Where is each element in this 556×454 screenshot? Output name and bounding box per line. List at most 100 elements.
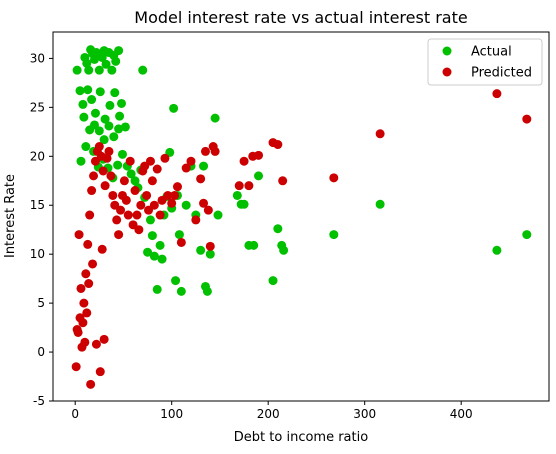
actual-point — [79, 113, 88, 122]
actual-point — [175, 230, 184, 239]
predicted-point — [85, 211, 94, 220]
predicted-point — [82, 308, 91, 317]
actual-point — [81, 142, 90, 151]
x-tick-label: 0 — [71, 407, 79, 421]
actual-point — [522, 230, 531, 239]
predicted-point — [114, 230, 123, 239]
predicted-point — [75, 230, 84, 239]
y-tick-label: 10 — [30, 247, 45, 261]
y-tick-label: 20 — [30, 149, 45, 163]
predicted-point — [156, 211, 165, 220]
actual-point — [177, 287, 186, 296]
predicted-point — [126, 157, 135, 166]
x-tick-label: 200 — [257, 407, 280, 421]
actual-point — [146, 215, 155, 224]
actual-point — [107, 66, 116, 75]
actual-point — [95, 126, 104, 135]
predicted-point — [116, 206, 125, 215]
predicted-point — [78, 318, 87, 327]
x-tick-label: 300 — [353, 407, 376, 421]
actual-point — [182, 201, 191, 210]
x-axis-label: Debt to income ratio — [234, 430, 368, 445]
actual-point — [240, 200, 249, 209]
actual-point — [110, 88, 119, 97]
predicted-point — [254, 151, 263, 160]
predicted-point — [79, 299, 88, 308]
predicted-point — [73, 325, 82, 334]
predicted-point — [95, 142, 104, 151]
actual-point — [153, 285, 162, 294]
actual-point — [91, 109, 100, 118]
predicted-point — [81, 269, 90, 278]
predicted-point — [170, 191, 179, 200]
actual-point — [211, 114, 220, 123]
x-tick-label: 100 — [160, 407, 183, 421]
predicted-point — [100, 335, 109, 344]
predicted-point — [104, 147, 113, 156]
actual-point — [329, 230, 338, 239]
predicted-point — [101, 181, 110, 190]
actual-point — [169, 104, 178, 113]
predicted-point — [522, 115, 531, 124]
predicted-point — [108, 191, 117, 200]
predicted-point — [492, 89, 501, 98]
actual-point — [76, 157, 85, 166]
actual-point — [148, 231, 157, 240]
predicted-point — [112, 215, 121, 224]
predicted-point — [196, 174, 205, 183]
predicted-point — [206, 242, 215, 251]
legend-marker-predicted — [443, 68, 452, 77]
predicted-point — [235, 181, 244, 190]
actual-point — [214, 211, 223, 220]
predicted-point — [132, 211, 141, 220]
predicted-point — [131, 186, 140, 195]
predicted-point — [98, 245, 107, 254]
predicted-point — [273, 140, 282, 149]
predicted-point — [122, 196, 131, 205]
actual-point — [118, 150, 127, 159]
actual-point — [105, 101, 114, 110]
actual-point — [83, 85, 92, 94]
predicted-point — [124, 211, 133, 220]
actual-point — [249, 241, 258, 250]
predicted-point — [134, 225, 143, 234]
actual-point — [113, 161, 122, 170]
predicted-point — [278, 176, 287, 185]
actual-point — [196, 246, 205, 255]
actual-point — [273, 224, 282, 233]
legend-label-actual: Actual — [471, 45, 512, 60]
predicted-point — [89, 171, 98, 180]
predicted-point — [84, 279, 93, 288]
legend: Actual Predicted — [428, 39, 542, 85]
actual-point — [199, 162, 208, 171]
y-tick-label: -5 — [33, 394, 45, 408]
y-tick-label: 30 — [30, 51, 45, 65]
predicted-point — [83, 240, 92, 249]
actual-point — [96, 87, 105, 96]
predicted-point — [191, 215, 200, 224]
legend-marker-actual — [443, 47, 452, 56]
y-tick-label: 0 — [37, 345, 45, 359]
actual-point — [87, 95, 96, 104]
actual-point — [138, 66, 147, 75]
actual-point — [158, 255, 167, 264]
predicted-point — [99, 166, 108, 175]
predicted-point — [72, 362, 81, 371]
predicted-point — [148, 176, 157, 185]
y-tick-label: 5 — [37, 296, 45, 310]
actual-point — [269, 276, 278, 285]
y-tick-label: 15 — [30, 198, 45, 212]
predicted-point — [86, 380, 95, 389]
predicted-point — [201, 147, 210, 156]
actual-point — [109, 132, 118, 141]
actual-point — [171, 276, 180, 285]
actual-point — [114, 124, 123, 133]
predicted-point — [244, 181, 253, 190]
predicted-point — [153, 165, 162, 174]
actual-point — [117, 99, 126, 108]
predicted-point — [92, 340, 101, 349]
chart-title: Model interest rate vs actual interest r… — [134, 8, 467, 27]
predicted-point — [120, 176, 129, 185]
